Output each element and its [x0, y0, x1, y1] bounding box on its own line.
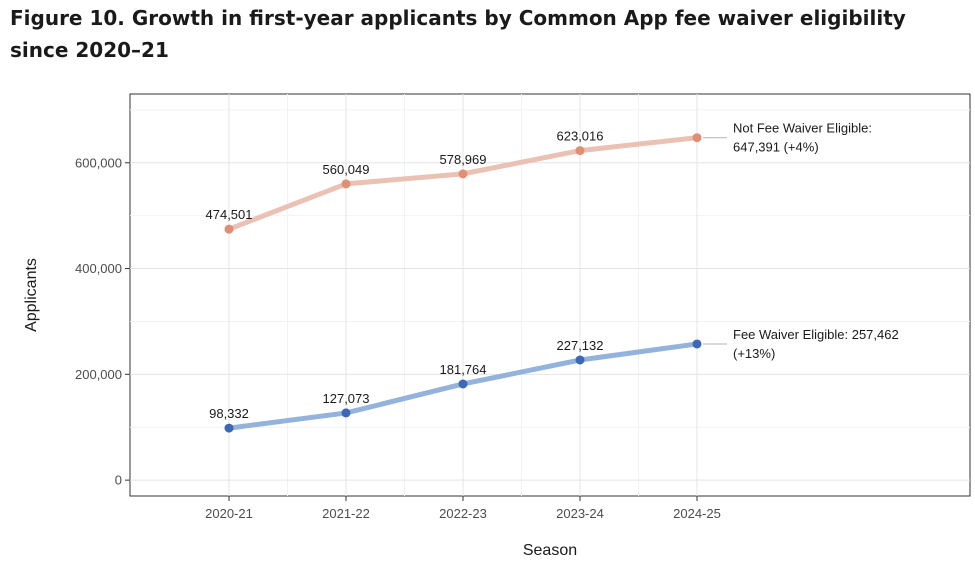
end-label-line2: 647,391 (+4%) [733, 140, 819, 155]
y-tick-label: 0 [115, 473, 122, 488]
end-label-line1: Fee Waiver Eligible: 257,462 [733, 327, 899, 342]
x-tick-label: 2022-23 [439, 506, 487, 521]
data-point [341, 408, 351, 418]
data-label: 181,764 [440, 362, 487, 377]
data-point [458, 169, 468, 179]
data-label: 560,049 [323, 162, 370, 177]
series-layer [224, 133, 702, 433]
y-tick-label: 200,000 [75, 367, 122, 382]
plot-panel [129, 93, 971, 497]
end-label-line2: (+13%) [733, 346, 775, 361]
figure-title-line1: Figure 10. Growth in first-year applican… [10, 6, 906, 30]
y-axis-title: Applicants [23, 258, 40, 332]
x-tick-label: 2023-24 [556, 506, 604, 521]
data-point [458, 379, 468, 389]
x-axis-title: Season [523, 542, 577, 559]
figure-title: Figure 10. Growth in first-year applican… [10, 2, 910, 66]
x-tick-label: 2024-25 [673, 506, 721, 521]
data-point [575, 146, 585, 156]
data-point [224, 224, 234, 234]
end-label-line1: Not Fee Waiver Eligible: [733, 121, 872, 136]
data-point [692, 133, 702, 143]
data-label: 98,332 [209, 406, 249, 421]
data-point [341, 179, 351, 189]
y-tick-label: 400,000 [75, 261, 122, 276]
x-tick-label: 2021-22 [322, 506, 370, 521]
x-axis: 2020-21 2021-22 2022-23 2023-24 2024-25 [205, 496, 721, 521]
data-point [575, 355, 585, 365]
data-label: 127,073 [323, 391, 370, 406]
figure-title-line2: since 2020–21 [10, 38, 169, 62]
data-point [224, 423, 234, 433]
annotations-layer: 474,501 560,049 578,969 623,016 Not Fee Waiv… [206, 121, 899, 421]
x-tick-label: 2020-21 [205, 506, 253, 521]
data-label: 474,501 [206, 207, 253, 222]
data-point [692, 339, 702, 349]
y-tick-label: 600,000 [75, 155, 122, 170]
data-label: 578,969 [440, 152, 487, 167]
y-axis: 0 200,000 400,000 600,000 [75, 155, 130, 488]
data-label: 623,016 [557, 129, 604, 144]
data-label: 227,132 [557, 338, 604, 353]
